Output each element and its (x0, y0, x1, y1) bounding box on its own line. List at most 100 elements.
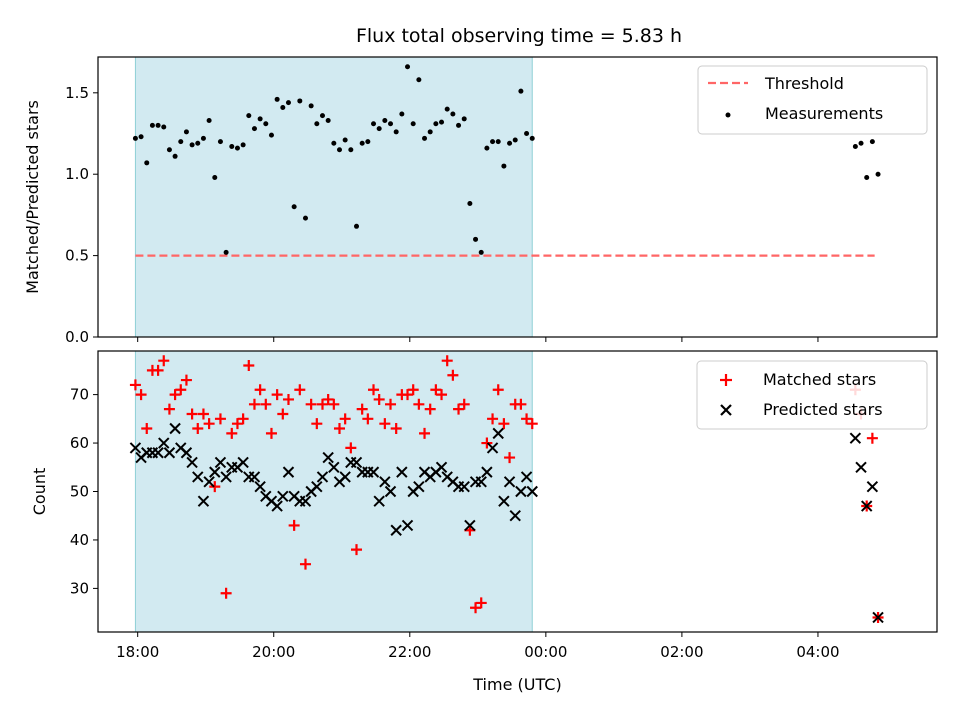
matched-point (351, 544, 363, 556)
measurement-point (308, 103, 314, 109)
x-tick-label: 00:00 (524, 643, 567, 661)
matched-point (521, 413, 533, 425)
measurement-point (183, 129, 189, 135)
predicted-point (163, 447, 176, 459)
shaded-span-top (134, 56, 533, 338)
x-tick-label: 20:00 (252, 643, 295, 661)
matched-point (526, 418, 538, 430)
matched-point (158, 355, 170, 367)
ratio-panel: 0.0 0.5 1.0 1.5 Matched/Predicted stars Thr… (23, 56, 938, 346)
predicted-point (481, 466, 493, 478)
predicted-point (214, 456, 227, 469)
matched-point (498, 418, 510, 430)
matched-point (220, 587, 232, 599)
predicted-point (180, 447, 193, 459)
marks-top (132, 64, 881, 257)
predicted-point (220, 471, 232, 483)
ticks-top: 0.0 0.5 1.0 1.5 (65, 84, 819, 346)
marks-bottom (129, 355, 884, 624)
measurement-point (529, 135, 535, 141)
legend-measurements-swatch (725, 112, 731, 118)
y-tick-label: 50 (70, 483, 89, 501)
predicted-point (396, 466, 408, 478)
matched-point (186, 408, 198, 420)
predicted-point (872, 611, 884, 624)
matched-point (470, 602, 482, 614)
x-tick-label: 18:00 (116, 643, 159, 661)
measurement-point (229, 144, 235, 150)
measurement-point (495, 139, 501, 145)
matched-point (299, 558, 311, 570)
matched-point (180, 374, 192, 386)
predicted-point (254, 480, 266, 493)
predicted-point (860, 500, 873, 512)
measurement-point (138, 134, 144, 140)
predicted-point (855, 461, 867, 473)
measurement-point (484, 145, 490, 151)
matched-point (152, 364, 164, 376)
y-tick-label: 60 (70, 434, 89, 452)
legend-predicted-label: Predicted stars (763, 400, 883, 419)
predicted-point (328, 461, 340, 473)
x-tick-label: 04:00 (796, 643, 839, 661)
legend-measurements-label: Measurements (765, 104, 883, 123)
measurement-point (359, 140, 365, 146)
measurement-point (467, 201, 473, 207)
matched-point (362, 413, 374, 425)
matched-point (402, 389, 414, 401)
legend-bottom: Matched stars Predicted stars (696, 360, 928, 430)
predicted-point (248, 471, 261, 483)
axes-frame-bottom (97, 350, 938, 633)
measurement-point (331, 140, 337, 146)
matched-point (413, 398, 425, 410)
measurement-point (456, 122, 462, 128)
matched-point (356, 403, 368, 415)
matched-point (328, 398, 340, 410)
measurement-point (852, 144, 858, 150)
measurement-point (439, 119, 445, 125)
predicted-point (152, 447, 164, 459)
measurement-point (433, 121, 439, 127)
measurement-point (348, 147, 354, 153)
measurement-point (518, 88, 524, 94)
matched-point (430, 384, 442, 396)
matched-point (424, 403, 436, 415)
y-tick-label: 1.5 (65, 84, 89, 102)
legend-matched-swatch (720, 374, 732, 386)
matched-point (192, 423, 204, 435)
matched-point (135, 389, 147, 401)
measurement-point (302, 215, 308, 221)
matched-point (260, 398, 272, 410)
measurement-point (274, 96, 280, 102)
predicted-point (503, 476, 516, 488)
measurement-point (189, 142, 195, 148)
measurement-point (410, 121, 416, 127)
matched-point (453, 403, 465, 415)
matched-point (129, 379, 141, 391)
matched-point (368, 384, 380, 396)
predicted-point (866, 480, 879, 493)
y-tick-label: 1.0 (65, 165, 89, 183)
matched-point (441, 355, 453, 367)
predicted-point (129, 442, 142, 454)
matched-point (197, 408, 209, 420)
predicted-point (282, 466, 295, 478)
measurement-point (444, 106, 450, 112)
measurement-point (869, 139, 875, 145)
measurement-point (144, 160, 150, 166)
predicted-point (475, 476, 487, 488)
predicted-point (458, 480, 470, 493)
measurement-point (461, 116, 467, 122)
predicted-point (277, 490, 289, 503)
measurement-point (240, 142, 246, 148)
predicted-point (322, 451, 334, 464)
measurement-point (490, 139, 496, 145)
predicted-point (849, 432, 862, 444)
legend-matched-label: Matched stars (763, 370, 876, 389)
matched-point (316, 398, 328, 410)
x-tick-label: 02:00 (660, 643, 703, 661)
measurement-point (405, 64, 411, 70)
matched-point (333, 423, 345, 435)
measurement-point (297, 98, 303, 104)
matched-point (265, 427, 277, 439)
